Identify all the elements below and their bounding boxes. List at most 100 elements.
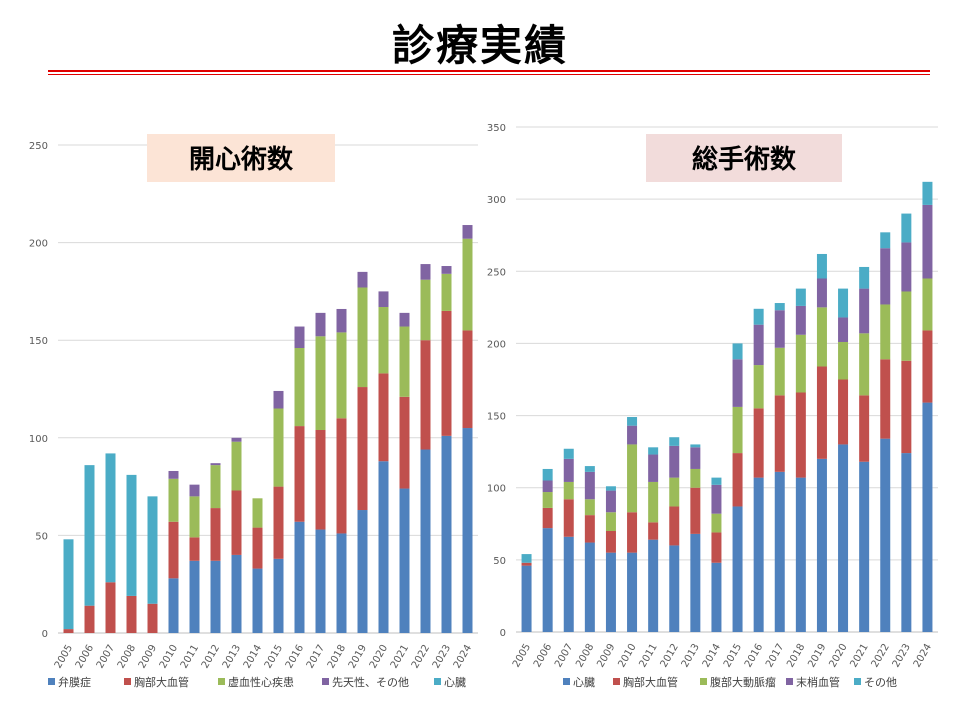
x-tick-label: 2010 [616,642,638,670]
bar-segment [252,527,263,569]
bar-segment [168,478,179,522]
bar-segment [605,552,616,632]
bar-segment [315,312,326,337]
x-tick-label: 2019 [347,643,369,671]
bar-segment [84,465,95,606]
bar-segment [399,396,410,489]
bar-segment [648,481,659,523]
x-tick-label: 2014 [701,642,723,670]
bar-segment [147,496,158,604]
bar-segment [922,278,933,331]
bar-segment [462,330,473,429]
bar-segment [210,465,221,509]
bar-segment [627,512,638,553]
bar-segment [669,477,680,507]
bar-segment [210,508,221,561]
bar-segment [168,470,179,479]
bar-segment [648,539,659,632]
bar-segment [711,477,722,485]
bar-segment [648,522,659,540]
y-tick-label: 250 [29,141,48,152]
x-tick-label: 2016 [743,642,765,670]
x-tick-label: 2013 [680,642,702,670]
bar-segment [168,521,179,579]
legend-swatch [563,678,570,685]
x-tick-label: 2024 [452,643,474,671]
bar-segment [231,554,242,633]
y-tick-label: 100 [29,434,48,445]
bar-segment [357,510,368,633]
bar-segment [795,305,806,335]
bar-segment [901,242,912,292]
title-divider [48,70,930,72]
bar-segment [441,435,452,633]
bar-segment [922,181,933,205]
bar-segment [901,291,912,361]
bar-segment [711,532,722,563]
bar-segment [859,461,870,632]
x-tick-label: 2005 [511,642,533,670]
bar-segment [563,536,574,632]
bar-segment [420,340,431,450]
bar-segment [880,232,891,249]
bar-segment [922,330,933,403]
legend-label: 虚血性心疾患 [228,675,294,689]
bar-segment [690,468,701,488]
y-tick-label: 300 [487,195,506,206]
bar-segment [462,225,473,239]
bar-segment [189,560,200,633]
bar-segment [605,531,616,553]
bar-segment [273,558,284,633]
bar-segment [774,303,785,311]
bar-segment [880,248,891,305]
x-tick-label: 2023 [431,643,453,671]
bar-segment [441,310,452,436]
bar-segment [584,499,595,516]
bar-segment [563,458,574,482]
legend-swatch [218,678,225,685]
bar-segment [168,578,179,633]
bar-segment [357,387,368,511]
legend-label: 先天性、その他 [332,675,409,689]
bar-segment [627,425,638,445]
x-tick-label: 2006 [74,643,96,671]
bar-segment [521,554,532,563]
x-tick-label: 2021 [389,643,411,671]
x-tick-label: 2022 [410,643,432,671]
bar-segment [627,444,638,513]
y-tick-label: 250 [487,267,506,278]
bar-segment [627,552,638,632]
bar-segment [838,444,849,632]
bar-segment [563,448,574,459]
bar-segment [732,343,743,360]
page-title: 診療実績 [391,21,568,70]
bar-segment [63,539,74,630]
legend-swatch [434,678,441,685]
x-tick-label: 2011 [179,643,201,671]
bar-segment [336,332,347,419]
bar-segment [378,373,389,462]
x-tick-label: 2011 [637,642,659,670]
bar-segment [273,486,284,559]
bar-segment [126,474,137,596]
bar-segment [669,506,680,546]
bar-segment [859,333,870,396]
bar-segment [774,310,785,348]
bar-segment [584,542,595,632]
bar-segment [294,521,305,633]
bar-segment [420,264,431,280]
bar-segment [901,360,912,454]
bar-segment [189,537,200,561]
bar-segment [669,445,680,478]
bar-segment [252,498,263,528]
bar-segment [584,515,595,543]
bar-segment [378,291,389,308]
bar-segment [774,395,785,472]
bar-segment [838,317,849,342]
bar-segment [315,429,326,530]
bar-segment [880,438,891,632]
bar-segment [690,487,701,534]
bar-segment [690,444,701,448]
bar-segment [795,477,806,632]
legend-swatch [854,678,861,685]
